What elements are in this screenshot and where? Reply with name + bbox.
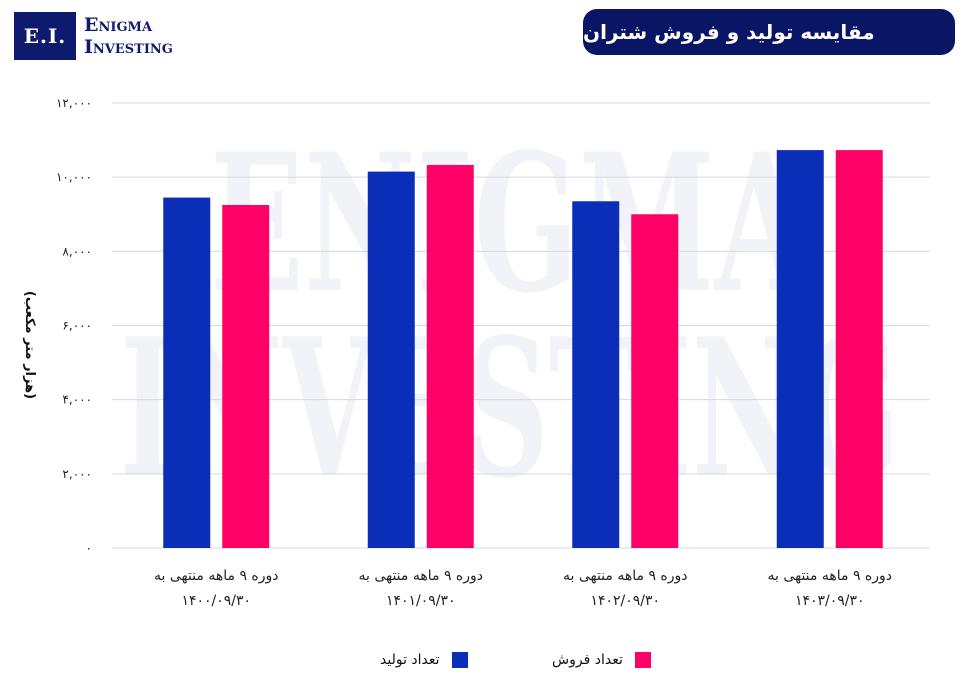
bar	[631, 214, 679, 548]
bar	[163, 197, 211, 548]
bar	[426, 164, 474, 548]
x-axis: دوره ۹ ماهه منتهی به ۱۴۰۰/۰۹/۳۰ دوره ۹ ماه…	[154, 568, 892, 609]
y-tick-label: ۲,۰۰۰	[62, 467, 92, 481]
logo-mark: E.I.	[14, 12, 76, 60]
y-tick-label: ۱۰,۰۰۰	[56, 170, 92, 184]
bar	[572, 201, 620, 549]
y-tick-label: ۶,۰۰۰	[62, 319, 92, 333]
y-axis-label: (هزار متر مکعب)	[22, 291, 37, 399]
x-tick-label-date: ۱۴۰۳/۰۹/۳۰	[795, 593, 865, 609]
y-axis: ۰ ۲,۰۰۰ ۴,۰۰۰ ۶,۰۰۰ ۸,۰۰۰ ۱۰,۰۰۰ ۱۲,۰۰۰	[56, 96, 92, 555]
bar	[776, 150, 824, 549]
legend-swatch	[634, 652, 651, 668]
bar	[367, 171, 415, 548]
bars	[163, 150, 883, 549]
y-tick-label: ۴,۰۰۰	[62, 393, 92, 407]
y-tick-label: ۰	[86, 541, 92, 555]
legend-item: تعداد فروش	[552, 652, 651, 668]
logo-line1: Enigma	[84, 14, 153, 36]
logo-line2: Investing	[84, 36, 173, 58]
x-tick-label: دوره ۹ ماهه منتهی به	[154, 568, 279, 584]
logo-text: Enigma Investing	[84, 14, 173, 58]
x-tick-label: دوره ۹ ماهه منتهی به	[563, 568, 688, 584]
bar	[835, 150, 883, 549]
legend-label: تعداد تولید	[380, 652, 440, 668]
legend-item: تعداد تولید	[380, 652, 468, 668]
watermark-line1: ENIGMA	[210, 112, 812, 335]
logo: E.I. Enigma Investing	[14, 12, 173, 60]
x-tick-label: دوره ۹ ماهه منتهی به	[358, 568, 483, 584]
x-tick-label-date: ۱۴۰۱/۰۹/۳۰	[386, 593, 456, 609]
bar	[222, 204, 270, 548]
x-tick-label: دوره ۹ ماهه منتهی به	[767, 568, 892, 584]
page-title: مقایسه تولید و فروش شتران	[583, 9, 955, 55]
legend-swatch	[451, 652, 468, 668]
x-tick-label-date: ۱۴۰۲/۰۹/۳۰	[590, 593, 660, 609]
y-tick-label: ۸,۰۰۰	[62, 244, 92, 258]
legend-label: تعداد فروش	[552, 652, 623, 668]
x-tick-label-date: ۱۴۰۰/۰۹/۳۰	[181, 593, 251, 609]
y-tick-label: ۱۲,۰۰۰	[56, 96, 92, 110]
legend: تعداد تولید تعداد فروش	[0, 652, 965, 672]
